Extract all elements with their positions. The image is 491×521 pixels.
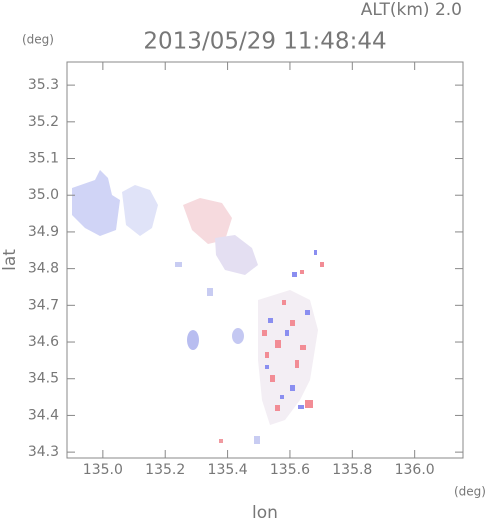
y-tick-label: 34.4: [28, 407, 59, 423]
echo-speckle: [265, 250, 317, 409]
y-axis-label: lat: [0, 249, 20, 271]
x-tick-label: 135.8: [332, 462, 372, 478]
echo-region: [72, 170, 120, 236]
echo-region: [254, 436, 260, 444]
y-tick-label: 34.5: [28, 371, 59, 387]
x-tick-label: 135.4: [208, 462, 248, 478]
echo-field: [72, 170, 324, 444]
x-tick-label: 136.0: [395, 462, 435, 478]
echo-region: [258, 290, 318, 425]
x-axis-label: lon: [252, 503, 278, 521]
echo-region: [219, 439, 223, 443]
echo-region: [183, 198, 232, 244]
plot-frame: [66, 61, 464, 459]
y-tick-label: 35.3: [28, 77, 59, 93]
echo-speckle: [262, 262, 324, 411]
echo-region: [232, 328, 244, 344]
echo-region: [207, 288, 213, 296]
altitude-label: ALT(km) 2.0: [361, 0, 462, 20]
x-unit: (deg): [454, 485, 486, 499]
y-tick-label: 34.3: [28, 444, 59, 460]
x-tick-label: 135.6: [270, 462, 310, 478]
y-tick-label: 35.0: [28, 187, 59, 203]
y-tick-label: 35.2: [28, 114, 59, 130]
echo-region: [187, 330, 199, 350]
echo-region: [122, 185, 158, 236]
y-unit: (deg): [22, 33, 54, 47]
y-tick-label: 34.6: [28, 334, 59, 350]
chart-title: 2013/05/29 11:48:44: [143, 29, 386, 55]
y-tick-label: 34.7: [28, 297, 59, 313]
x-tick-label: 135.2: [145, 462, 185, 478]
y-tick-label: 34.9: [28, 224, 59, 240]
echo-region: [175, 262, 182, 267]
echo-region: [215, 235, 258, 275]
y-tick-label: 34.8: [28, 261, 59, 277]
y-tick-label: 35.1: [28, 151, 59, 167]
x-tick-label: 135.0: [83, 462, 123, 478]
